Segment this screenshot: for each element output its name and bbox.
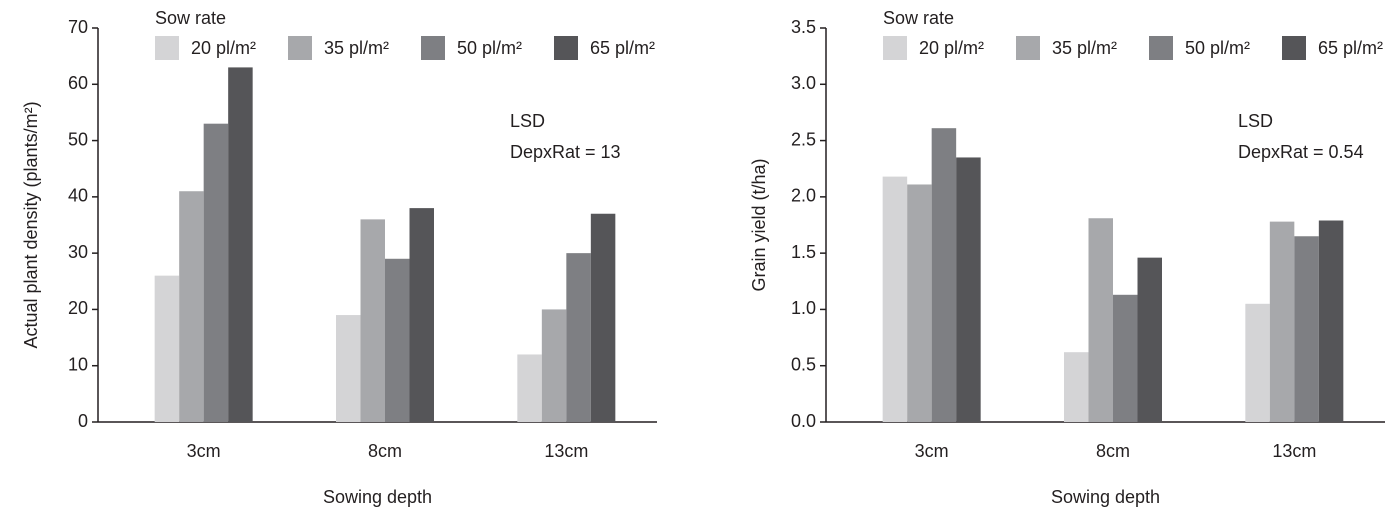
legend-swatch	[288, 36, 312, 60]
x-tick-label: 13cm	[544, 441, 588, 461]
legend-swatch	[1149, 36, 1173, 60]
bar	[228, 67, 253, 423]
y-tick-label: 3.0	[791, 73, 816, 93]
annotation: DepxRat = 13	[510, 142, 621, 162]
y-tick-label: 30	[68, 242, 88, 262]
x-tick-label: 8cm	[368, 441, 402, 461]
x-tick-label: 3cm	[915, 441, 949, 461]
legend-label: 50 pl/m²	[1185, 38, 1250, 58]
bar	[154, 275, 180, 422]
y-tick-label: 60	[68, 73, 88, 93]
bar	[336, 315, 361, 422]
x-axis-label: Sowing depth	[1051, 487, 1160, 507]
y-tick-label: 1.0	[791, 298, 816, 318]
bar	[1113, 294, 1138, 422]
bar	[203, 123, 229, 422]
x-tick-label: 8cm	[1096, 441, 1130, 461]
y-tick-label: 2.5	[791, 129, 816, 149]
bar	[360, 219, 385, 422]
y-axis-label: Actual plant density (plants/m²)	[21, 101, 41, 348]
y-tick-label: 0.5	[791, 354, 816, 374]
bar	[590, 213, 616, 422]
annotation: DepxRat = 0.54	[1238, 142, 1364, 162]
bar	[566, 253, 591, 422]
legend-label: 50 pl/m²	[457, 38, 522, 58]
bar	[179, 191, 204, 422]
bar	[385, 258, 410, 422]
bar	[882, 176, 908, 422]
y-tick-label: 2.0	[791, 186, 816, 206]
x-tick-label: 13cm	[1272, 441, 1316, 461]
legend-label: 35 pl/m²	[1052, 38, 1117, 58]
bar	[1245, 303, 1270, 422]
legend-label: 20 pl/m²	[919, 38, 984, 58]
bar	[1064, 352, 1089, 422]
y-axis-label: Grain yield (t/ha)	[749, 158, 769, 291]
x-axis-label: Sowing depth	[323, 487, 432, 507]
bar	[1088, 218, 1113, 422]
x-tick-label: 3cm	[187, 441, 221, 461]
bar	[1294, 236, 1319, 422]
bar	[409, 208, 434, 422]
y-tick-label: 10	[68, 354, 88, 374]
legend-label: 65 pl/m²	[590, 38, 655, 58]
legend-swatch	[421, 36, 445, 60]
annotation: LSD	[1238, 111, 1273, 131]
bar	[1318, 220, 1344, 422]
bar	[541, 309, 567, 422]
annotation: LSD	[510, 111, 545, 131]
bar	[931, 128, 957, 422]
y-tick-label: 70	[68, 17, 88, 37]
legend-swatch	[554, 36, 578, 60]
y-tick-label: 1.5	[791, 242, 816, 262]
y-tick-label: 50	[68, 129, 88, 149]
legend-swatch	[883, 36, 907, 60]
legend-swatch	[1016, 36, 1040, 60]
bar	[1137, 257, 1162, 422]
legend-swatch	[1282, 36, 1306, 60]
legend-swatch	[155, 36, 179, 60]
y-tick-label: 20	[68, 298, 88, 318]
y-tick-label: 0	[78, 411, 88, 431]
bar	[956, 157, 981, 422]
legend-label: 35 pl/m²	[324, 38, 389, 58]
bar	[517, 354, 542, 422]
legend-title: Sow rate	[883, 8, 954, 28]
legend-title: Sow rate	[155, 8, 226, 28]
y-tick-label: 0.0	[791, 411, 816, 431]
legend-label: 65 pl/m²	[1318, 38, 1383, 58]
y-tick-label: 40	[68, 186, 88, 206]
bar	[1269, 221, 1295, 422]
legend-label: 20 pl/m²	[191, 38, 256, 58]
y-tick-label: 3.5	[791, 17, 816, 37]
bar	[907, 184, 932, 422]
